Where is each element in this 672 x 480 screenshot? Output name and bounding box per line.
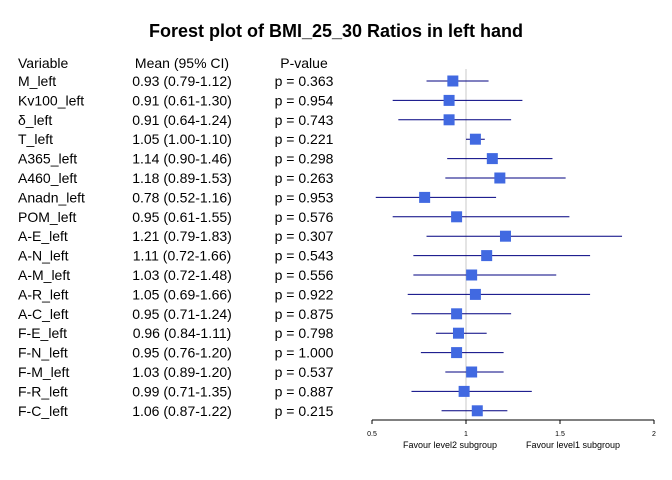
row-mean-ci: 0.95 (0.76-1.20) [132,345,232,361]
mean-marker [466,269,478,281]
row-variable-label: F-C_left [18,403,68,419]
row-p-value: p = 0.215 [275,403,334,419]
row-variable-label: F-M_left [18,364,69,380]
row-variable-label: A-M_left [18,267,70,283]
header-p-value: P-value [280,55,328,71]
row-mean-ci: 0.91 (0.61-1.30) [132,92,232,108]
row-mean-ci: 1.03 (0.72-1.48) [132,267,232,283]
row-p-value: p = 0.922 [275,286,334,302]
row-variable-label: A365_left [18,151,77,167]
row-mean-ci: 1.14 (0.90-1.46) [132,151,232,167]
header-variable: Variable [18,55,69,71]
mean-marker [471,405,483,417]
row-mean-ci: 1.18 (0.89-1.53) [132,170,232,186]
mean-marker [494,172,506,184]
row-mean-ci: 1.11 (0.72-1.66) [133,248,232,264]
row-p-value: p = 0.363 [275,73,334,89]
row-mean-ci: 0.78 (0.52-1.16) [132,189,232,205]
row-p-value: p = 0.307 [275,228,334,244]
row-variable-label: F-E_left [18,325,67,341]
row-p-value: p = 0.298 [275,151,334,167]
mean-marker [452,327,464,339]
row-p-value: p = 0.576 [275,209,334,225]
row-mean-ci: 0.95 (0.61-1.55) [132,209,232,225]
row-mean-ci: 0.96 (0.84-1.11) [133,325,232,341]
x-tick-label: 0.5 [367,431,377,438]
mean-marker [458,385,470,397]
row-mean-ci: 1.05 (0.69-1.66) [132,286,232,302]
chart-title: Forest plot of BMI_25_30 Ratios in left … [149,21,523,41]
mean-marker [443,114,455,126]
mean-marker [447,75,459,87]
mean-marker [469,133,481,145]
row-variable-label: F-N_left [18,345,68,361]
row-mean-ci: 0.91 (0.64-1.24) [132,112,232,128]
row-p-value: p = 0.954 [275,92,334,108]
row-p-value: p = 1.000 [275,345,334,361]
row-p-value: p = 0.953 [275,189,334,205]
row-p-value: p = 0.798 [275,325,334,341]
mean-marker [469,288,481,300]
mean-marker [451,347,463,359]
row-p-value: p = 0.875 [275,306,334,322]
row-p-value: p = 0.263 [275,170,334,186]
row-mean-ci: 1.03 (0.89-1.20) [132,364,232,380]
row-p-value: p = 0.543 [275,248,334,264]
row-mean-ci: 1.06 (0.87-1.22) [132,403,232,419]
row-mean-ci: 0.93 (0.79-1.12) [132,73,232,89]
mean-marker [451,308,463,320]
row-mean-ci: 0.99 (0.71-1.35) [132,383,232,399]
mean-marker [451,211,463,223]
forest-rows: M_left 0.93 (0.79-1.12) p = 0.363 Kv100_lef… [18,73,623,419]
x-tick-label: 1.5 [555,431,565,438]
x-tick-label: 1 [464,431,468,438]
row-variable-label: δ_left [18,112,52,128]
x-tick-label: 2 [652,431,656,438]
row-variable-label: A-C_left [18,306,69,322]
x-axis-ticks: 0.5 1 1.5 2 [367,420,656,438]
row-variable-label: A-N_left [18,248,69,264]
row-p-value: p = 0.556 [275,267,334,283]
row-variable-label: Kv100_left [18,92,84,108]
row-variable-label: T_left [18,131,53,147]
favour-right-label: Favour level1 subgroup [526,440,620,450]
row-variable-label: POM_left [18,209,76,225]
row-variable-label: M_left [18,73,56,89]
row-p-value: p = 0.537 [275,364,334,380]
mean-marker [499,230,511,242]
favour-left-label: Favour level2 subgroup [403,440,497,450]
row-p-value: p = 0.887 [275,383,334,399]
row-variable-label: A-E_left [18,228,68,244]
header-mean-ci: Mean (95% CI) [135,55,229,71]
row-mean-ci: 1.21 (0.79-1.83) [132,228,232,244]
row-variable-label: Anadn_left [18,189,85,205]
row-mean-ci: 1.05 (1.00-1.10) [132,131,232,147]
mean-marker [443,94,455,106]
mean-marker [486,153,498,165]
row-mean-ci: 0.95 (0.71-1.24) [132,306,232,322]
mean-marker [481,250,493,262]
row-variable-label: A460_left [18,170,77,186]
row-variable-label: A-R_left [18,286,69,302]
mean-marker [466,366,478,378]
mean-marker [419,191,431,203]
row-variable-label: F-R_left [18,383,68,399]
row-p-value: p = 0.743 [275,112,334,128]
row-p-value: p = 0.221 [275,131,334,147]
